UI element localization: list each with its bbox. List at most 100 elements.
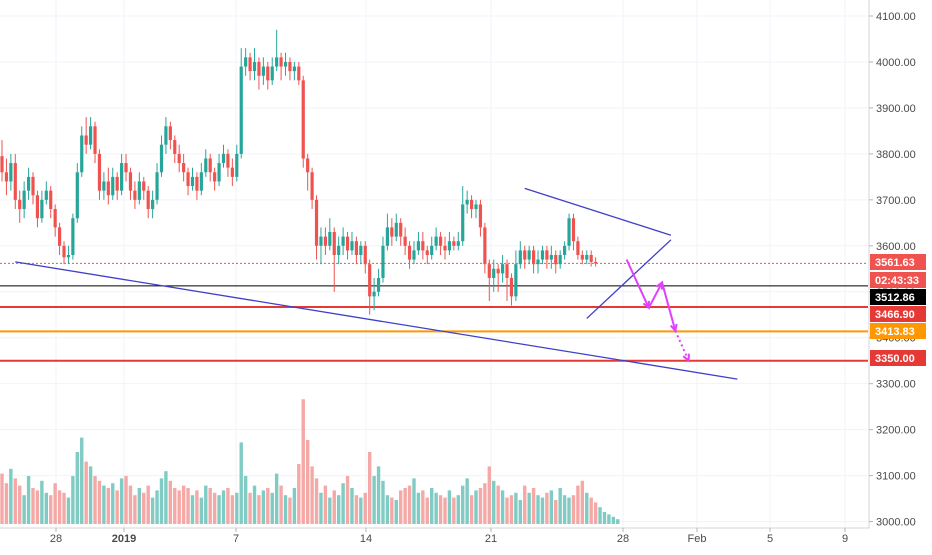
volume-bar (500, 490, 505, 524)
candle-body (505, 264, 509, 278)
volume-bar (181, 485, 186, 524)
candle-body (399, 222, 403, 237)
price-tick-label: 3300.00 (876, 379, 916, 391)
volume-bar (580, 480, 585, 524)
candle-body (438, 236, 443, 246)
candle-body (204, 158, 208, 173)
candle-body (18, 199, 22, 210)
volume-bar (549, 490, 554, 524)
volume-bar (124, 476, 128, 524)
price-tag-label: 3350.00 (875, 353, 915, 365)
volume-bar (434, 492, 438, 524)
volume-bar (13, 478, 17, 524)
candle-body (195, 176, 199, 191)
volume-bar (430, 488, 434, 524)
volume-bar (345, 476, 350, 524)
candle-body (297, 66, 301, 81)
volume-bar (66, 497, 71, 524)
volume-bar (598, 507, 602, 524)
candle-body (314, 199, 319, 246)
candle-body (496, 268, 500, 274)
candle-body (40, 199, 44, 219)
horizontal-levels[interactable] (0, 262, 868, 362)
volume-bar (399, 490, 403, 524)
candle-body (226, 153, 230, 168)
volume-bar (310, 466, 314, 524)
candle-body (13, 163, 17, 200)
volume-bar (456, 495, 460, 524)
volume-bar (558, 488, 562, 524)
price-tick-label: 3900.00 (876, 103, 916, 115)
volume-bar (274, 473, 279, 524)
price-tag-bg (870, 254, 926, 270)
candle-body (465, 199, 469, 205)
volume-bar (257, 495, 261, 524)
price-tag-3561.63: 3561.63 (870, 254, 926, 270)
volume-bar (452, 497, 456, 524)
candle-body (128, 172, 133, 191)
candle-body (244, 57, 248, 67)
candle-body (407, 245, 412, 260)
price-tick-label: 3700.00 (876, 195, 916, 207)
candle-body (385, 227, 390, 246)
candle-body (394, 222, 398, 237)
volume-bar (128, 485, 133, 524)
candle-body (412, 250, 416, 260)
candle-body (514, 264, 518, 297)
candle-body (585, 254, 589, 260)
volume-bar (407, 485, 412, 524)
volume-bar (57, 490, 62, 524)
volume-bar (328, 497, 332, 524)
candle-body (80, 135, 84, 173)
volume-bar (217, 495, 221, 524)
volume-bar (288, 497, 292, 524)
volume-bar (84, 461, 88, 524)
candle-body (563, 245, 567, 255)
volume-bar (607, 514, 611, 524)
triangle-upper-line (524, 187, 672, 236)
volume-bar (97, 480, 102, 524)
volume-bar (385, 495, 390, 524)
candle-body (483, 227, 487, 265)
time-axis[interactable]: 28 2019 7 14 21 28 Feb 5 9 (0, 527, 870, 545)
volume-bar (261, 490, 266, 524)
candle-body (403, 236, 407, 246)
volume-bar (589, 497, 593, 524)
volume-bar (505, 497, 509, 524)
volume-bar (133, 495, 137, 524)
volume-bar (106, 488, 111, 524)
candle-body (478, 204, 483, 228)
volume-bar (266, 488, 270, 524)
candle-body (558, 254, 562, 265)
time-tick-label: 7 (233, 533, 239, 545)
candle-body (589, 254, 593, 262)
candle-body (363, 245, 367, 265)
candle-body (159, 144, 164, 173)
candle-body (354, 241, 358, 255)
volume-bar (40, 480, 44, 524)
volume-bars (0, 399, 620, 524)
candle-body (509, 277, 514, 297)
volume-bar (301, 399, 305, 524)
volume-bar (235, 492, 239, 524)
price-tag-3413.83: 3413.83 (870, 323, 926, 339)
volume-bar (602, 512, 607, 524)
volume-bar (279, 485, 283, 524)
volume-bar (186, 488, 190, 524)
volume-bar (403, 488, 407, 524)
candle-body (75, 172, 79, 219)
price-tag-bg (870, 350, 926, 366)
forecast-segment (674, 330, 690, 362)
candle-body (594, 261, 598, 264)
trend-drawings[interactable] (15, 187, 738, 380)
candle-body (492, 268, 496, 278)
volume-bar (514, 492, 518, 524)
candle-body (275, 57, 279, 67)
price-tag-bg (870, 323, 926, 339)
time-tick-label: 2019 (112, 533, 136, 545)
price-tag-label: 3512.86 (875, 292, 915, 304)
candle-body (372, 291, 376, 297)
candlesticks (0, 29, 598, 315)
